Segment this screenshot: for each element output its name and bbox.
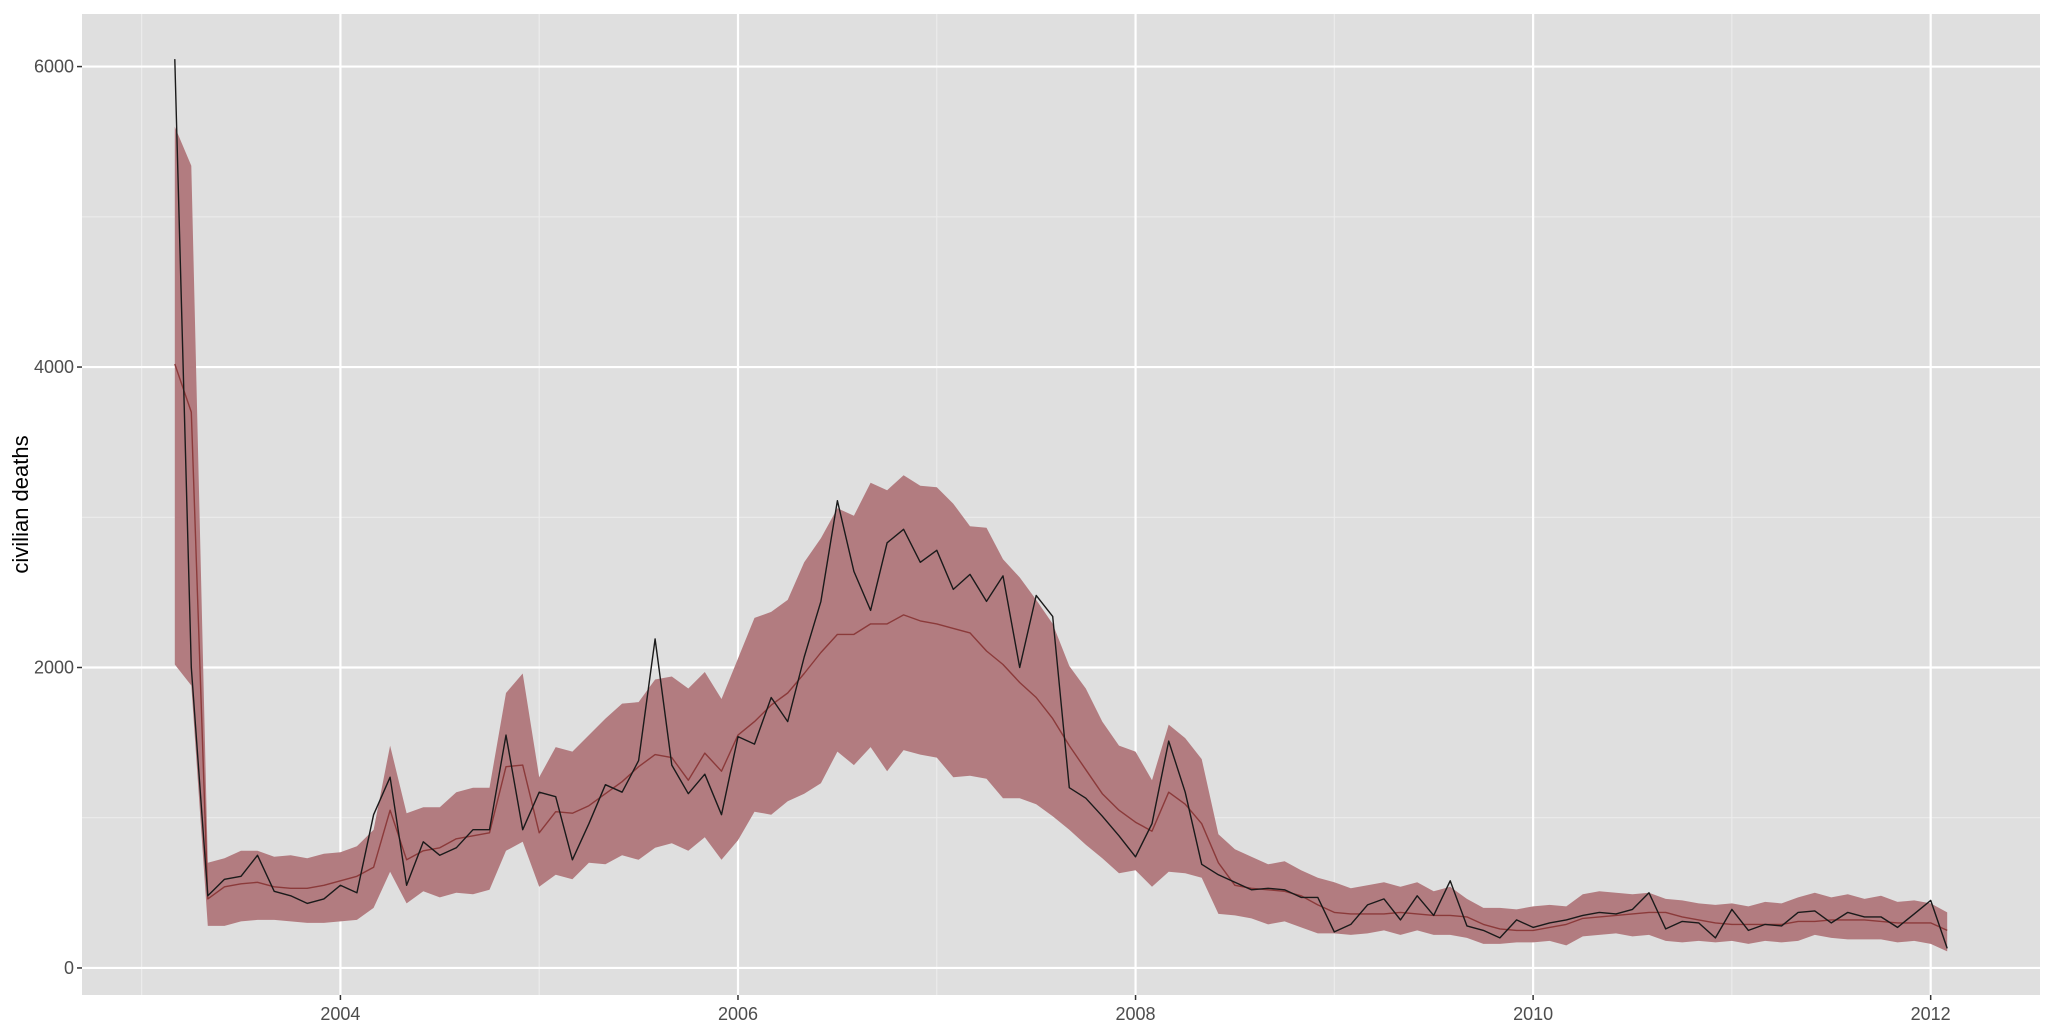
y-tick-label: 6000 (34, 57, 74, 77)
x-tick-label: 2008 (1116, 1004, 1156, 1024)
y-tick-label: 0 (64, 958, 74, 978)
observed-line (174, 59, 1948, 949)
x-tick-label: 2010 (1513, 1004, 1553, 1024)
y-axis-title: civilian deaths (8, 435, 33, 573)
x-tick-label: 2006 (718, 1004, 758, 1024)
x-tick-label: 2012 (1911, 1004, 1951, 1024)
y-axis-ticks: 0 2000 4000 6000 (34, 57, 82, 978)
y-tick-label: 4000 (34, 357, 74, 377)
interval-band (174, 126, 1948, 952)
x-axis-ticks: 2004 2006 2008 2010 2012 (320, 995, 1951, 1024)
fitted-line (174, 363, 1948, 932)
x-tick-label: 2004 (320, 1004, 360, 1024)
series-lines-layer (174, 59, 1948, 949)
interval-band-layer (174, 126, 1948, 952)
y-tick-label: 2000 (34, 657, 74, 677)
